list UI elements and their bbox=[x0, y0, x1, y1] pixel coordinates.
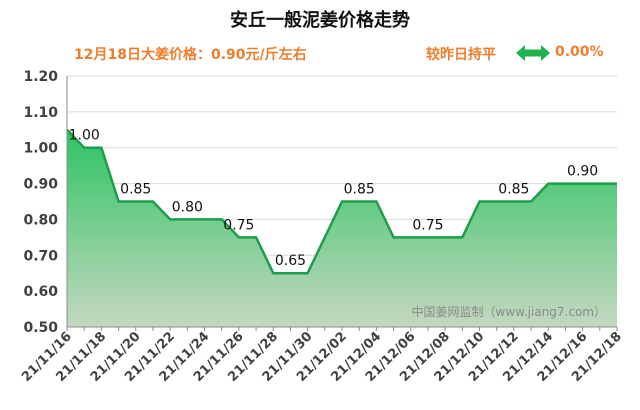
data-label: 0.75 bbox=[223, 217, 254, 233]
series-line bbox=[66, 128, 617, 275]
trend-change: 0.00% bbox=[555, 44, 604, 60]
y-tick-label: 1.10 bbox=[23, 105, 58, 121]
data-label: 0.75 bbox=[412, 217, 443, 233]
trend-label: 较昨日持平 bbox=[426, 47, 496, 63]
page-title: 安丘一般泥姜价格走势 bbox=[230, 10, 410, 31]
y-tick-label: 1.20 bbox=[23, 69, 58, 85]
y-tick-label: 0.60 bbox=[23, 284, 58, 300]
y-tick-labels: 0.50 0.60 0.70 0.80 0.90 1.00 1.10 1.20 bbox=[23, 69, 58, 336]
y-tick-label: 0.50 bbox=[23, 320, 58, 336]
area-fill bbox=[67, 129, 617, 327]
y-tick-label: 0.90 bbox=[23, 177, 58, 193]
y-tick-label: 0.80 bbox=[23, 212, 58, 228]
y-tick-label: 0.70 bbox=[23, 248, 58, 264]
axes bbox=[66, 76, 618, 331]
data-label: 0.85 bbox=[120, 182, 151, 198]
price-note: 12月18日大姜价格：0.90元/斤左右 bbox=[74, 47, 307, 63]
data-label: 0.85 bbox=[344, 182, 375, 198]
data-label: 0.65 bbox=[275, 253, 306, 269]
data-labels: 1.00 0.85 0.80 0.75 0.65 0.85 0.75 0.85 0.90 bbox=[69, 128, 599, 270]
y-tick-label: 1.00 bbox=[23, 141, 58, 157]
data-label: 0.90 bbox=[567, 164, 598, 180]
x-tick-labels: 21/11/1621/11/1821/11/2021/11/2221/11/24… bbox=[19, 329, 625, 385]
data-label: 0.85 bbox=[498, 182, 529, 198]
watermark: 中国姜网监制（www.jiang7.com） bbox=[412, 304, 606, 319]
double-arrow-icon bbox=[516, 45, 550, 61]
data-label: 0.80 bbox=[172, 199, 203, 215]
data-label: 1.00 bbox=[69, 128, 100, 144]
